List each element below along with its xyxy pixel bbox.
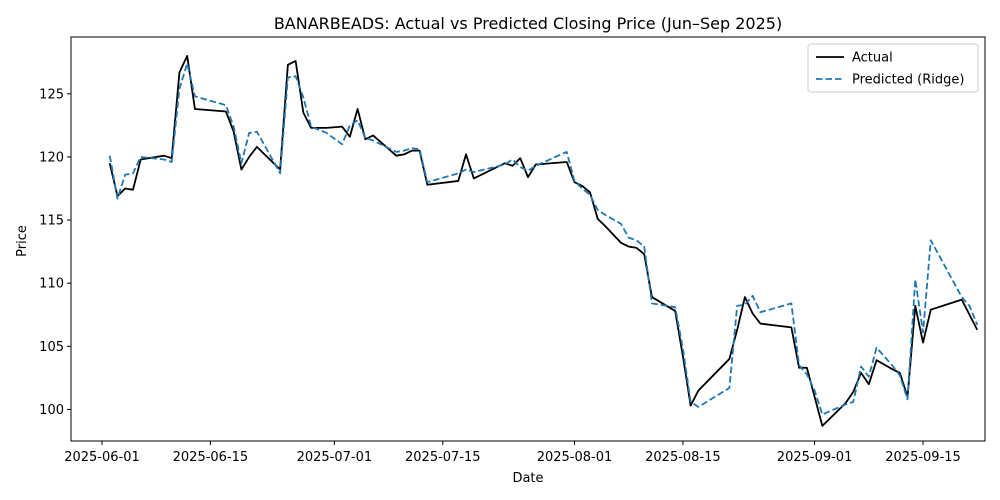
y-tick-label: 115	[39, 214, 64, 229]
chart-title: BANARBEADS: Actual vs Predicted Closing …	[274, 14, 782, 33]
legend-box	[807, 43, 979, 93]
x-tick-label: 2025-09-01	[777, 450, 853, 465]
x-tick-label: 2025-07-01	[297, 450, 373, 465]
series-line-predicted	[108, 62, 979, 416]
legend-label-actual: Actual	[852, 51, 893, 66]
legend-label-predicted: Predicted (Ridge)	[852, 73, 964, 88]
x-tick-label: 2025-08-15	[645, 450, 721, 465]
y-tick-label: 105	[39, 340, 64, 355]
plot-frame	[70, 36, 986, 442]
x-tick-label: 2025-09-15	[885, 450, 961, 465]
x-axis-title: Date	[512, 471, 543, 486]
y-tick-label: 120	[39, 150, 64, 165]
x-tick-label: 2025-06-15	[173, 450, 249, 465]
y-tick-label: 110	[39, 277, 64, 292]
x-tick-label: 2025-06-01	[64, 450, 140, 465]
legend: Actual Predicted (Ridge)	[807, 43, 979, 93]
x-tick-label: 2025-08-01	[537, 450, 613, 465]
series-line-actual	[108, 55, 979, 427]
x-tick-label: 2025-07-15	[405, 450, 481, 465]
y-axis-title: Price	[15, 225, 30, 257]
plot-area: 2025-06-01 2025-06-15 2025-07-01 2025-07-15…	[39, 36, 986, 465]
y-tick-label: 125	[39, 87, 64, 102]
y-tick-label: 100	[39, 403, 64, 418]
